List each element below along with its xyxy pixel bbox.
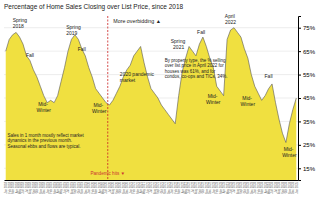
annotation: Mid- Winter [241, 95, 256, 107]
y-tick-mark [298, 75, 301, 76]
annotation-line: over list price in April 2022 for [165, 63, 225, 68]
annotation-line: 2018 [13, 23, 24, 29]
area [6, 28, 297, 180]
grid-line [4, 51, 298, 52]
annotation: More overbidding ▲ [113, 18, 161, 24]
y-tick: 15% [298, 166, 316, 172]
y-tick-label: 45% [303, 95, 316, 101]
annotation: Spring 2018 [13, 17, 29, 29]
y-tick-mark [298, 168, 301, 169]
annotation-line: By property type, the % selling [165, 58, 227, 63]
y-tick-label: 35% [303, 119, 316, 125]
annotation: Fall [265, 73, 273, 79]
annotation: Sales in 1 month mostly reflect market d… [7, 133, 85, 149]
y-tick-label: 55% [303, 72, 316, 78]
annotation-line: Winter [282, 152, 297, 158]
title: Percentage of Home Sales Closing over Li… [4, 3, 184, 11]
annotation: Mid- Winter [282, 146, 297, 158]
y-tick: 25% [298, 142, 316, 148]
annotation-line: 2021 [173, 44, 184, 50]
y-tick-label: 65% [303, 49, 316, 55]
annotation: 2020 pandemic market [120, 71, 156, 83]
annotation: Mid- Winter [92, 102, 107, 114]
annotation-line: Sales in 1 month mostly reflect market [7, 133, 85, 138]
x-axis-line [5, 180, 299, 181]
annotations: Spring 2018 Fall Mid- Winter Spring 2019 Fal… [7, 13, 296, 176]
y-tick-mark [298, 98, 301, 99]
y-tick: 35% [298, 119, 316, 125]
annotation: Pandemic hits ▼ [90, 171, 125, 176]
annotation-line: houses was 61%, and for [165, 69, 217, 74]
y-tick: 75% [298, 25, 316, 31]
y-tick-mark [298, 121, 301, 122]
annotation: Spring 2019 [66, 24, 82, 36]
annotation: Mid- Winter [37, 101, 52, 113]
plot-area [6, 28, 297, 180]
annotation-line: market [120, 77, 136, 83]
x-tick-label: Jan 2025 [295, 182, 299, 194]
annotation: By property type, the % selling over lis… [165, 58, 228, 79]
x-axis: Jan 2018Feb 2018Mar 2018Apr 2018May 2018… [4, 180, 299, 194]
y-tick: 55% [298, 72, 316, 78]
y-tick: 45% [298, 95, 316, 101]
annotation: Mid- Winter [206, 93, 221, 105]
y-tick-mark [298, 145, 301, 146]
annotation: Fall [197, 29, 205, 35]
pandemic-line [107, 16, 108, 180]
annotation: April 2022 [225, 13, 236, 25]
annotation-line: Winter [37, 107, 52, 113]
annotation-line: Winter [241, 101, 256, 107]
annotation-line: Seasonal ebbs and flows are typical. [7, 144, 80, 149]
y-tick-mark [298, 51, 301, 52]
y-axis-line [299, 17, 302, 181]
annotation-line: 2019 [66, 30, 77, 36]
x-tick: Jan 2025 [295, 180, 299, 194]
y-tick-label: 15% [303, 166, 316, 172]
area-line [6, 28, 297, 143]
y-tick-label: 25% [303, 142, 316, 148]
annotation-line: 2022 [225, 19, 236, 25]
annotation-line: Winter [206, 99, 221, 105]
annotation-line: Pandemic hits ▼ [90, 171, 125, 176]
y-tick-mark [298, 28, 301, 29]
y-tick: 65% [298, 49, 316, 55]
annotation: Fall [26, 52, 34, 58]
annotation-line: Fall [197, 29, 205, 35]
annotation: Fall [78, 46, 86, 52]
annotation-line: Winter [92, 108, 107, 114]
annotation: Spring 2021 [171, 38, 187, 50]
y-tick-label: 75% [303, 25, 316, 31]
y-axis: 15% 25% 35% 45% 55% 65% 75% [298, 17, 316, 181]
grid-line [4, 27, 298, 28]
chart: Jan 2018Feb 2018Mar 2018Apr 2018May 2018… [0, 0, 320, 202]
annotation-line: condos, co-ops and TICs, 34%. [165, 74, 228, 79]
annotation-line: Fall [265, 73, 273, 79]
annotation-line: More overbidding ▲ [113, 18, 161, 24]
annotation-line: dynamics in the previous month. [7, 138, 73, 143]
annotation-line: Fall [26, 52, 34, 58]
annotation-line: Fall [78, 46, 86, 52]
